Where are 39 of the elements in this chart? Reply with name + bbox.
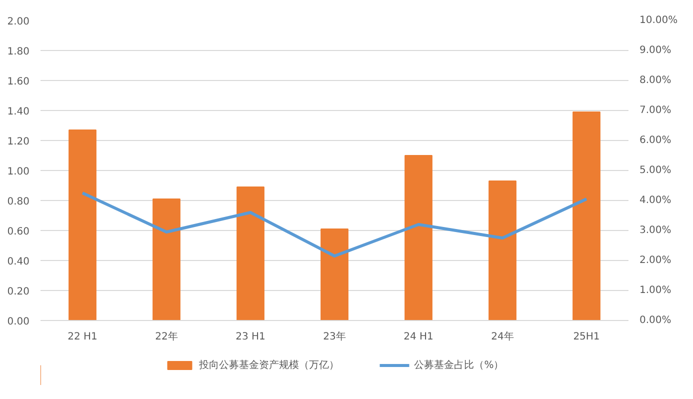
y-tick-label: 0.60: [7, 226, 30, 238]
x-tick-label: 23年: [323, 330, 346, 342]
y-tick-label: 2.00: [7, 16, 30, 28]
x-tick-label: 22 H1: [68, 332, 98, 342]
y2-tick-label: 8.00%: [640, 75, 672, 86]
x-tick-label: 25H1: [573, 332, 600, 342]
y2-tick-label: 3.00%: [640, 225, 672, 236]
y-tick-label: 0.00: [7, 316, 30, 328]
legend-label: 公募基金占比（%）: [414, 358, 504, 372]
y2-tick-label: 9.00%: [640, 45, 672, 56]
y-tick-label: 0.40: [7, 256, 30, 268]
x-tick-label: 22年: [155, 330, 178, 342]
y-tick-label: 0.80: [7, 196, 30, 208]
bar: [488, 180, 516, 320]
bar: [572, 112, 600, 320]
bar: [404, 155, 432, 320]
y2-tick-label: 10.00%: [640, 15, 678, 26]
y2-tick-label: 6.00%: [640, 135, 672, 146]
x-tick-label: 24 H1: [404, 332, 434, 342]
y-tick-label: 1.00: [7, 166, 30, 178]
y2-tick-label: 5.00%: [640, 165, 672, 176]
x-tick-label: 23 H1: [236, 332, 266, 342]
y2-tick-label: 2.00%: [640, 255, 672, 266]
y-tick-label: 1.40: [7, 106, 30, 118]
bar: [152, 198, 180, 320]
y2-tick-label: 7.00%: [640, 105, 672, 116]
y-tick-label: 1.20: [7, 136, 30, 148]
y-tick-label: 1.80: [7, 46, 30, 58]
line-series: [81, 192, 588, 258]
y-tick-label: 1.60: [7, 76, 30, 88]
legend-label: 投向公募基金资产规模（万亿）: [199, 358, 340, 372]
bar: [68, 130, 96, 320]
y2-tick-label: 0.00%: [640, 315, 672, 326]
y2-tick-label: 4.00%: [640, 195, 672, 206]
x-tick-label: 24年: [491, 330, 514, 342]
y-tick-label: 0.20: [7, 286, 30, 298]
y2-tick-label: 1.00%: [640, 285, 672, 296]
bar: [236, 186, 264, 320]
bar: [320, 228, 348, 320]
